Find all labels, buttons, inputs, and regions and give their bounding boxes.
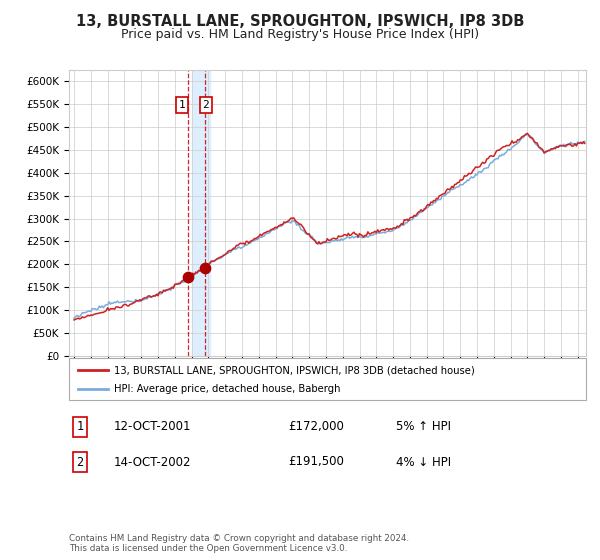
Text: 13, BURSTALL LANE, SPROUGHTON, IPSWICH, IP8 3DB (detached house): 13, BURSTALL LANE, SPROUGHTON, IPSWICH, … (114, 365, 475, 375)
Text: 1: 1 (179, 100, 185, 110)
Text: £191,500: £191,500 (288, 455, 344, 469)
Point (200, 264, 209, 273)
Text: 13, BURSTALL LANE, SPROUGHTON, IPSWICH, IP8 3DB: 13, BURSTALL LANE, SPROUGHTON, IPSWICH, … (76, 14, 524, 29)
Text: Price paid vs. HM Land Registry's House Price Index (HPI): Price paid vs. HM Land Registry's House … (121, 28, 479, 41)
Text: 1: 1 (76, 420, 83, 433)
Text: Contains HM Land Registry data © Crown copyright and database right 2024.
This d: Contains HM Land Registry data © Crown c… (69, 534, 409, 553)
Text: 5% ↑ HPI: 5% ↑ HPI (396, 420, 451, 433)
Text: 14-OCT-2002: 14-OCT-2002 (114, 455, 191, 469)
Bar (191, 70, 210, 356)
Text: 4% ↓ HPI: 4% ↓ HPI (396, 455, 451, 469)
Text: 12-OCT-2001: 12-OCT-2001 (114, 420, 191, 433)
Text: 2: 2 (202, 100, 209, 110)
Text: HPI: Average price, detached house, Babergh: HPI: Average price, detached house, Babe… (114, 384, 341, 394)
Point (183, 273, 193, 282)
Text: 2: 2 (76, 455, 83, 469)
Text: £172,000: £172,000 (288, 420, 344, 433)
